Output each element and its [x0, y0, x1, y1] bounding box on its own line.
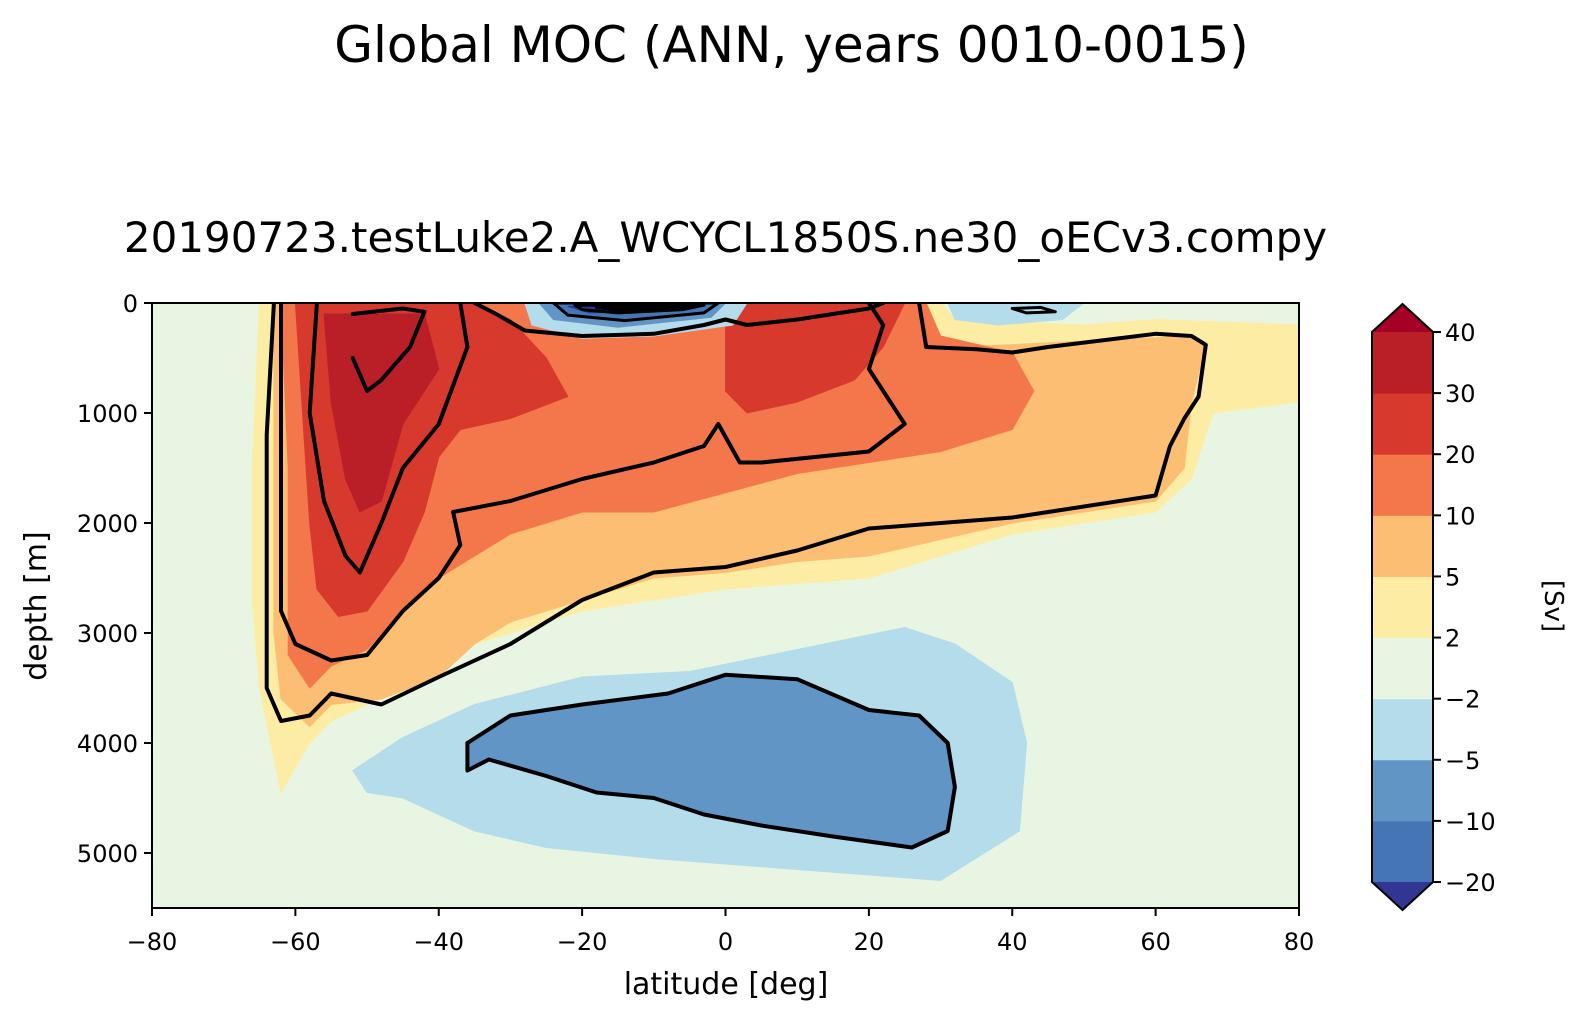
colorbar-tick-label: −2 — [1445, 686, 1480, 714]
figure-suptitle: Global MOC (ANN, years 0010-0015) — [334, 16, 1249, 74]
negative-contour-0 — [552, 303, 720, 323]
y-axis: 0 1000 2000 3000 4000 5000 — [77, 290, 152, 868]
negative-contour-1 — [573, 303, 706, 315]
filled-contours — [251, 303, 1299, 882]
colorbar-tick-label: 5 — [1445, 563, 1460, 591]
colorbar: −20 −10 −5 −2 2 5 10 20 30 40 — [1371, 302, 1496, 912]
x-tick-label: 60 — [1140, 928, 1171, 956]
y-tick-label: 0 — [123, 290, 138, 318]
x-tick-label: 80 — [1284, 928, 1315, 956]
negative-contour-3 — [1010, 305, 1057, 315]
colorbar-segment — [1372, 820, 1433, 883]
region-overturning-20sv-equatorial — [725, 303, 906, 414]
y-tick-label: 4000 — [77, 730, 138, 758]
colorbar-tick-label: −20 — [1445, 869, 1496, 897]
region-northern-surface-negative — [947, 303, 1085, 326]
zero-contour-0 — [264, 303, 1208, 723]
positive-contour-2 — [350, 306, 427, 393]
colorbar-segment — [1372, 698, 1433, 761]
colorbar-segment — [1372, 454, 1433, 516]
negative-contour-2 — [595, 305, 692, 312]
colorbar-tick-label: 30 — [1445, 380, 1476, 408]
colorbar-tick-label: −5 — [1445, 747, 1480, 775]
colorbar-extend-min — [1372, 882, 1433, 910]
colorbar-segment — [1372, 759, 1433, 822]
colorbar-tick-label: −10 — [1445, 808, 1496, 836]
colorbar-segment — [1372, 576, 1433, 639]
colorbar-tick-label: 10 — [1445, 502, 1476, 530]
axes-title: 20190723.testLuke2.A_WCYCL1850S.ne30_oEC… — [123, 213, 1328, 262]
region-overturning-30sv — [323, 313, 440, 513]
colorbar-tick-label: 2 — [1445, 625, 1460, 653]
colorbar-label: [Sv] — [1538, 580, 1568, 632]
colorbar-segment — [1372, 515, 1433, 577]
x-tick-label: −80 — [127, 928, 178, 956]
colorbar-tick-label: 40 — [1445, 319, 1476, 347]
plot-area — [151, 302, 1300, 909]
contour-lines — [264, 303, 1208, 850]
y-tick-label: 2000 — [77, 510, 138, 538]
y-tick-label: 3000 — [77, 620, 138, 648]
colorbar-extend-max — [1372, 304, 1433, 332]
zero-contour-1 — [465, 672, 957, 850]
positive-contour-3 — [472, 303, 886, 338]
colorbar-segment — [1372, 332, 1433, 394]
x-axis: −80 −60 −40 −20 0 20 40 60 80 — [127, 908, 1315, 956]
y-tick-label: 1000 — [77, 400, 138, 428]
y-axis-label: depth [m] — [19, 531, 54, 681]
y-tick-label: 5000 — [77, 840, 138, 868]
x-axis-label: latitude [deg] — [624, 967, 829, 1002]
colorbar-segment — [1372, 637, 1433, 700]
colorbar-tick-label: 20 — [1445, 441, 1476, 469]
x-tick-label: −60 — [270, 928, 321, 956]
x-tick-label: 40 — [997, 928, 1028, 956]
x-tick-label: 20 — [854, 928, 885, 956]
x-tick-label: −40 — [413, 928, 464, 956]
positive-contour-0 — [279, 303, 907, 663]
colorbar-segment — [1372, 393, 1433, 455]
positive-contour-1 — [307, 303, 470, 575]
x-tick-label: −20 — [557, 928, 608, 956]
x-tick-label: 0 — [718, 928, 733, 956]
